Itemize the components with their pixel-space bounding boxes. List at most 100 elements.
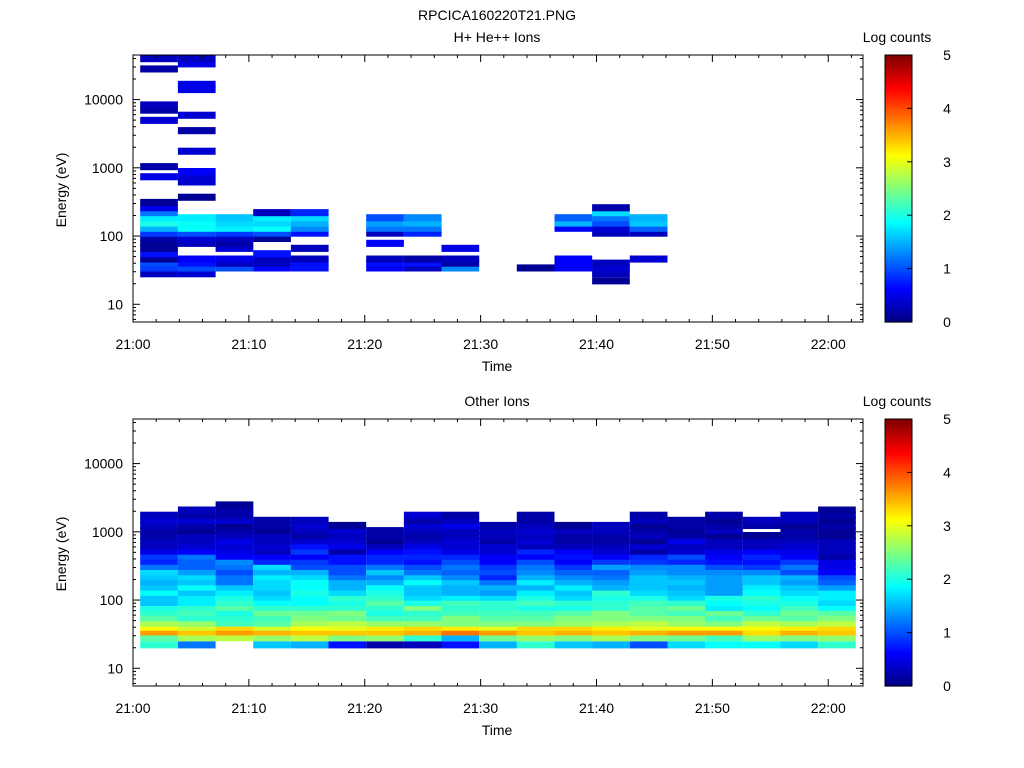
colorbar-segment	[885, 572, 912, 576]
heatmap-cell	[667, 619, 706, 627]
colorbar-segment	[885, 115, 912, 118]
heatmap-cell	[441, 552, 480, 560]
heatmap-cell	[742, 521, 781, 529]
colorbar-segment	[885, 279, 912, 283]
colorbar-segment	[885, 492, 912, 496]
heatmap-cell	[592, 603, 630, 611]
colorbar-segment	[885, 585, 912, 589]
colorbar-tick-label: 1	[943, 261, 951, 277]
heatmap-cell	[592, 224, 630, 232]
heatmap-cell	[705, 614, 743, 622]
heatmap-cell	[629, 511, 668, 519]
heatmap-cell	[705, 527, 743, 535]
colorbar-segment	[885, 608, 912, 611]
colorbar-segment	[885, 601, 912, 605]
heatmap-cell	[441, 619, 480, 627]
colorbar-segment	[885, 304, 912, 308]
heatmap-cell	[592, 532, 630, 540]
colorbar-segment	[885, 259, 912, 263]
heatmap-cell	[403, 264, 442, 272]
colorbar-segment	[885, 110, 912, 114]
heatmap-cell	[140, 234, 178, 242]
colorbar-segment	[885, 436, 912, 440]
heatmap-cell	[177, 619, 216, 627]
heatmap-cell	[140, 511, 178, 519]
heatmap-cell	[366, 239, 404, 247]
heatmap-cell	[366, 568, 404, 576]
x-tick-label: 21:40	[579, 700, 614, 716]
colorbar-segment	[885, 532, 912, 536]
heatmap-cell	[780, 573, 819, 581]
heatmap-cell	[441, 264, 480, 272]
heatmap-cell	[177, 521, 216, 529]
colorbar-segment	[885, 634, 912, 638]
colorbar-segment	[885, 290, 912, 294]
heatmap-cell	[479, 557, 517, 565]
heatmap-cell	[215, 557, 254, 565]
colorbar-segment	[885, 597, 912, 600]
heatmap-cell	[403, 641, 442, 649]
heatmap-cell	[403, 259, 442, 267]
heatmap-cell	[629, 219, 668, 227]
heatmap-cell	[403, 537, 442, 545]
heatmap-cell	[705, 623, 743, 631]
heatmap-cell	[667, 641, 706, 649]
heatmap-cell	[818, 516, 856, 524]
colorbar-segment	[885, 261, 912, 265]
heatmap-cell	[441, 593, 480, 601]
heatmap-cell	[554, 542, 593, 550]
heatmap-cell	[290, 608, 329, 616]
heatmap-cell	[667, 552, 706, 560]
heatmap-cell	[780, 619, 819, 627]
colorbar-segment	[885, 472, 912, 476]
colorbar-tick-label: 0	[943, 314, 951, 330]
heatmap-cell	[177, 224, 216, 232]
heatmap-cell	[629, 224, 668, 232]
heatmap-cell	[629, 537, 668, 545]
heatmap-cell	[366, 255, 404, 263]
heatmap-cell	[215, 214, 254, 222]
heatmap-cell	[818, 557, 856, 565]
colorbar-label: Log counts	[863, 29, 932, 45]
colorbar-segment	[885, 668, 912, 672]
heatmap-cell	[177, 614, 216, 622]
heatmap-cell	[366, 259, 404, 267]
colorbar-segment	[885, 632, 912, 636]
heatmap-cell	[441, 614, 480, 622]
heatmap-cell	[667, 614, 706, 622]
heatmap-cell	[592, 623, 630, 631]
colorbar-segment	[885, 459, 912, 462]
colorbar-segment	[885, 197, 912, 201]
colorbar-segment	[885, 439, 912, 442]
heatmap-cell	[818, 542, 856, 550]
colorbar-tick-label: 2	[943, 571, 951, 587]
heatmap-cell	[215, 547, 254, 555]
colorbar-segment	[885, 106, 912, 109]
colorbar-segment	[885, 308, 912, 312]
heatmap-cell	[366, 614, 404, 622]
colorbar-segment	[885, 612, 912, 616]
heatmap-cell	[140, 532, 178, 540]
heatmap-cell	[290, 598, 329, 606]
heatmap-cell	[818, 588, 856, 596]
heatmap-cell	[629, 593, 668, 601]
colorbar-segment	[885, 235, 912, 239]
colorbar-segment	[885, 643, 912, 647]
heatmap-cell	[818, 623, 856, 631]
colorbar-segment	[885, 201, 912, 205]
heatmap-cell	[215, 619, 254, 627]
heatmap-cell	[818, 562, 856, 570]
colorbar-segment	[885, 576, 912, 580]
heatmap-cell	[177, 593, 216, 601]
heatmap-cell	[516, 593, 555, 601]
heatmap-cell	[253, 219, 291, 227]
heatmap-cell	[554, 532, 593, 540]
heatmap-cell	[366, 588, 404, 596]
colorbar-segment	[885, 277, 912, 281]
colorbar-segment	[885, 592, 912, 596]
colorbar-segment	[885, 617, 912, 620]
colorbar-segment	[885, 423, 912, 427]
colorbar-segment	[885, 63, 912, 67]
colorbar-tick-label: 0	[943, 678, 951, 694]
colorbar-segment	[885, 605, 912, 609]
